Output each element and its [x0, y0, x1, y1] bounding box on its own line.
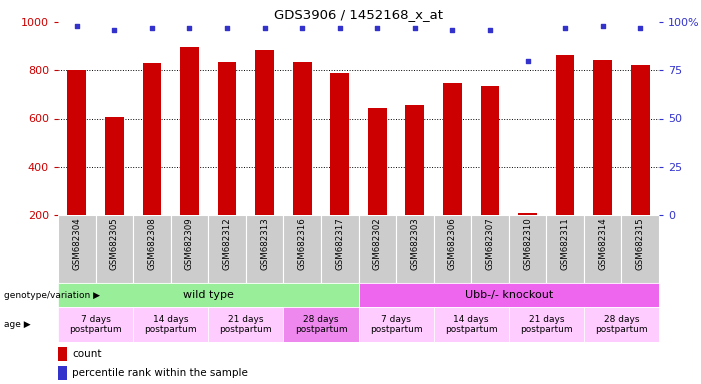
Text: GSM682308: GSM682308 — [147, 217, 156, 270]
Bar — [142, 63, 161, 263]
Point — [147, 25, 158, 31]
Text: wild type: wild type — [183, 290, 233, 300]
Text: GSM682303: GSM682303 — [410, 217, 419, 270]
Bar — [631, 65, 650, 263]
Text: GSM682315: GSM682315 — [636, 217, 645, 270]
Bar — [133, 215, 170, 283]
Text: 28 days
postpartum: 28 days postpartum — [294, 315, 347, 334]
Bar — [180, 47, 199, 263]
Bar — [330, 73, 349, 263]
Text: 14 days
postpartum: 14 days postpartum — [144, 315, 197, 334]
Text: 7 days
postpartum: 7 days postpartum — [369, 315, 423, 334]
Bar — [358, 307, 434, 342]
Bar — [584, 307, 659, 342]
Point — [409, 25, 421, 31]
Text: count: count — [72, 349, 102, 359]
Bar — [358, 283, 659, 307]
Text: 7 days
postpartum: 7 days postpartum — [69, 315, 122, 334]
Text: GSM682309: GSM682309 — [185, 217, 194, 270]
Bar — [217, 62, 236, 263]
Bar — [208, 307, 283, 342]
Text: GSM682317: GSM682317 — [335, 217, 344, 270]
Bar — [546, 215, 584, 283]
Bar — [293, 62, 311, 263]
Point — [184, 25, 195, 31]
Bar — [405, 106, 424, 263]
Bar — [246, 215, 283, 283]
Bar — [556, 55, 575, 263]
Text: GSM682302: GSM682302 — [373, 217, 382, 270]
Point — [597, 23, 608, 29]
Text: GSM682306: GSM682306 — [448, 217, 457, 270]
Bar — [67, 70, 86, 263]
Bar — [481, 86, 499, 263]
Text: Ubb-/- knockout: Ubb-/- knockout — [465, 290, 553, 300]
Text: age ▶: age ▶ — [4, 320, 30, 329]
Point — [259, 25, 270, 31]
Point — [634, 25, 646, 31]
Bar — [58, 283, 358, 307]
Bar — [58, 347, 67, 361]
Bar — [434, 215, 471, 283]
Text: 21 days
postpartum: 21 days postpartum — [520, 315, 573, 334]
Text: percentile rank within the sample: percentile rank within the sample — [72, 368, 248, 378]
Bar — [283, 307, 358, 342]
Bar — [58, 366, 67, 380]
Text: GSM682304: GSM682304 — [72, 217, 81, 270]
Bar — [396, 215, 434, 283]
Bar — [622, 215, 659, 283]
Bar — [584, 215, 622, 283]
Text: GSM682305: GSM682305 — [110, 217, 119, 270]
Bar — [283, 215, 321, 283]
Bar — [434, 307, 509, 342]
Bar — [321, 215, 358, 283]
Text: GSM682310: GSM682310 — [523, 217, 532, 270]
Bar — [105, 117, 124, 263]
Bar — [358, 215, 396, 283]
Point — [297, 25, 308, 31]
Point — [447, 26, 458, 33]
Text: genotype/variation ▶: genotype/variation ▶ — [4, 291, 100, 300]
Bar — [518, 213, 537, 263]
Point — [372, 25, 383, 31]
Text: 28 days
postpartum: 28 days postpartum — [595, 315, 648, 334]
Bar — [368, 108, 387, 263]
Point — [334, 25, 346, 31]
Point — [522, 58, 533, 64]
Text: 21 days
postpartum: 21 days postpartum — [219, 315, 272, 334]
Bar — [58, 215, 95, 283]
Text: 14 days
postpartum: 14 days postpartum — [445, 315, 498, 334]
Text: GSM682313: GSM682313 — [260, 217, 269, 270]
Bar — [170, 215, 208, 283]
Bar — [208, 215, 246, 283]
Text: GSM682314: GSM682314 — [598, 217, 607, 270]
Point — [484, 26, 496, 33]
Text: GSM682307: GSM682307 — [486, 217, 494, 270]
Point — [559, 25, 571, 31]
Title: GDS3906 / 1452168_x_at: GDS3906 / 1452168_x_at — [274, 8, 443, 21]
Bar — [255, 50, 274, 263]
Bar — [509, 307, 584, 342]
Point — [222, 25, 233, 31]
Text: GSM682311: GSM682311 — [561, 217, 570, 270]
Point — [72, 23, 83, 29]
Text: GSM682316: GSM682316 — [298, 217, 306, 270]
Bar — [443, 83, 462, 263]
Bar — [593, 60, 612, 263]
Text: GSM682312: GSM682312 — [222, 217, 231, 270]
Bar — [133, 307, 208, 342]
Bar — [58, 307, 133, 342]
Bar — [471, 215, 509, 283]
Bar — [509, 215, 546, 283]
Bar — [95, 215, 133, 283]
Point — [109, 26, 120, 33]
